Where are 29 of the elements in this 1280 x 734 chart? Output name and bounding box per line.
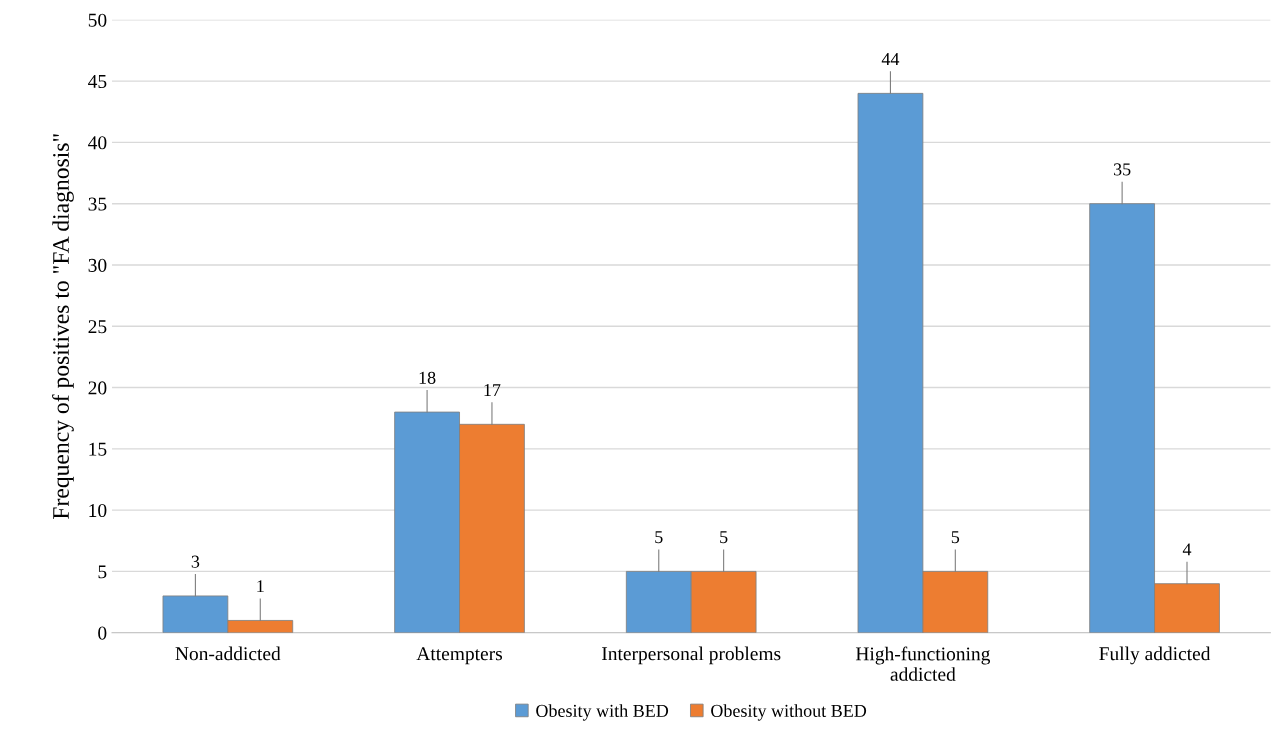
data-label: 4	[1182, 543, 1192, 556]
x-tick-label: Interpersonal problems	[602, 646, 781, 665]
data-label: 17	[484, 384, 501, 396]
data-label: 18	[419, 371, 436, 384]
y-axis-title: Frequency of positives to "FA diagnosis"	[52, 134, 74, 519]
data-label: 5	[655, 531, 663, 544]
data-label: 5	[951, 531, 960, 544]
y-tick-label: 20	[88, 381, 107, 395]
y-tick-label: 5	[98, 565, 107, 579]
y-tick-label: 50	[88, 13, 107, 27]
data-label: 1	[257, 580, 264, 593]
data-label: 3	[191, 555, 200, 568]
y-tick-label: 0	[98, 626, 107, 640]
y-tick-label: 10	[89, 503, 107, 518]
data-label: 44	[881, 53, 900, 65]
data-label: 5	[720, 531, 728, 544]
legend-label: Obesity without BED	[711, 704, 867, 721]
x-tick-label: High-functioning addicted	[855, 646, 991, 681]
x-tick-label: Fully addicted	[1099, 646, 1211, 665]
y-tick-label: 15	[89, 442, 107, 456]
y-tick-label: 40	[88, 136, 107, 150]
y-tick-label: 30	[88, 258, 107, 272]
y-tick-label: 45	[88, 75, 107, 89]
x-tick-label: Non-addicted	[175, 646, 281, 661]
legend-label: Obesity with BED	[536, 704, 669, 721]
y-tick-label: 35	[88, 197, 107, 211]
y-tick-label: 25	[88, 320, 107, 334]
data-label: 35	[1113, 163, 1131, 176]
x-tick-label: Attempters	[416, 647, 503, 665]
